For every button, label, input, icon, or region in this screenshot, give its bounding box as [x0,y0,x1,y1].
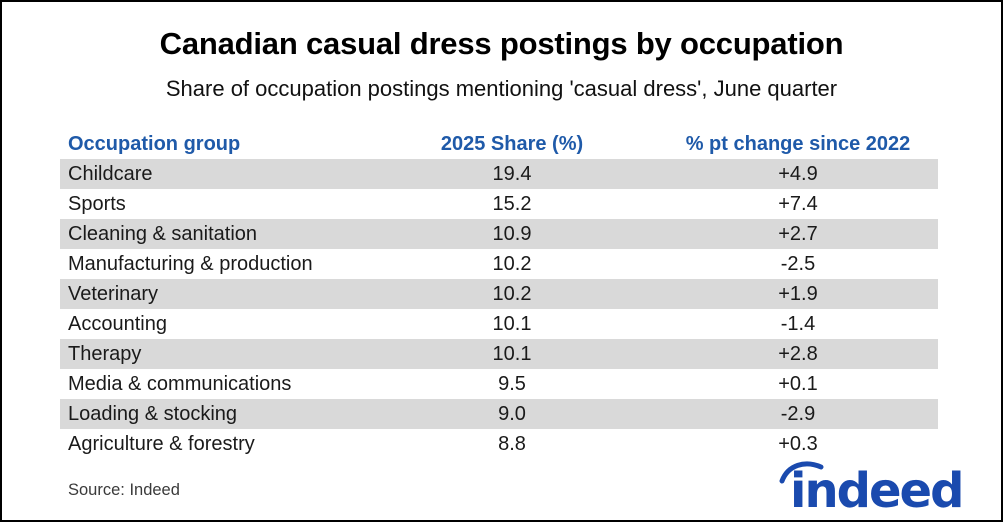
table-row: Manufacturing & production 10.2 -2.5 [60,249,938,279]
column-header-2025-share: 2025 Share (%) [440,132,584,155]
cell-share: 10.1 [492,342,532,365]
cell-occupation: Manufacturing & production [68,252,313,275]
cell-change: -1.4 [780,312,816,335]
occupation-table: Occupation group 2025 Share (%) % pt cha… [60,129,938,459]
table-row: Veterinary 10.2 +1.9 [60,279,938,309]
cell-change: -2.9 [780,402,816,425]
table-row: Sports 15.2 +7.4 [60,189,938,219]
cell-change: +4.9 [778,162,818,185]
cell-occupation: Cleaning & sanitation [68,222,258,245]
column-header-pt-change: % pt change since 2022 [685,132,911,155]
cell-share: 9.5 [498,372,526,395]
cell-share: 10.9 [492,222,532,245]
source-note: Source: Indeed [68,481,180,499]
cell-change: +7.4 [778,192,818,215]
table-header-row: Occupation group 2025 Share (%) % pt cha… [60,129,938,159]
cell-occupation: Accounting [68,312,167,335]
cell-occupation: Therapy [68,342,142,365]
indeed-logo-swoosh-icon [779,461,824,484]
cell-change: +2.7 [778,222,818,245]
cell-change: +0.3 [778,432,818,455]
cell-share: 10.1 [492,312,532,335]
table-row: Therapy 10.1 +2.8 [60,339,938,369]
cell-share: 19.4 [492,162,532,185]
cell-occupation: Childcare [68,162,153,185]
cell-change: -2.5 [780,252,816,275]
table-row: Loading & stocking 9.0 -2.9 [60,399,938,429]
indeed-logo-wordmark: indeed [790,463,964,519]
table-row: Agriculture & forestry 8.8 +0.3 [60,429,938,459]
cell-share: 8.8 [498,432,526,455]
table-row: Media & communications 9.5 +0.1 [60,369,938,399]
table-row: Accounting 10.1 -1.4 [60,309,938,339]
page-title: Canadian casual dress postings by occupa… [159,26,844,61]
cell-occupation: Loading & stocking [68,402,238,425]
cell-occupation: Media & communications [68,372,292,395]
cell-occupation: Sports [68,192,126,215]
cell-change: +2.8 [778,342,818,365]
indeed-logo: indeed [778,456,976,519]
table-row: Childcare 19.4 +4.9 [60,159,938,189]
cell-share: 10.2 [492,282,532,305]
page-subtitle: Share of occupation postings mentioning … [165,76,838,101]
table-row: Cleaning & sanitation 10.9 +2.7 [60,219,938,249]
cell-change: +1.9 [778,282,818,305]
cell-change: +0.1 [778,372,818,395]
cell-share: 15.2 [492,192,532,215]
column-header-occupation-group: Occupation group [68,132,241,155]
cell-occupation: Veterinary [68,282,159,305]
cell-share: 9.0 [498,402,526,425]
cell-occupation: Agriculture & forestry [68,432,255,455]
cell-share: 10.2 [492,252,532,275]
